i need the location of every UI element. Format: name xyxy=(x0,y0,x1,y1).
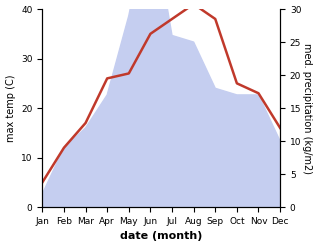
Y-axis label: max temp (C): max temp (C) xyxy=(5,74,16,142)
X-axis label: date (month): date (month) xyxy=(120,231,203,242)
Y-axis label: med. precipitation (kg/m2): med. precipitation (kg/m2) xyxy=(302,43,313,174)
